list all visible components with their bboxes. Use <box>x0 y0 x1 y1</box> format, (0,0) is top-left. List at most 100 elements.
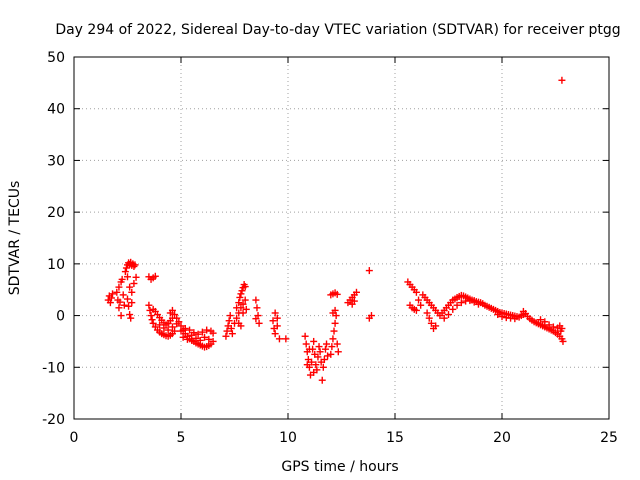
data-point <box>312 361 320 369</box>
data-point <box>222 332 230 340</box>
data-point <box>498 313 506 321</box>
data-point <box>119 291 127 299</box>
y-tick-label: 20 <box>47 205 65 221</box>
data-point <box>128 299 136 307</box>
data-point <box>179 333 187 341</box>
data-point <box>319 363 327 371</box>
data-point <box>457 299 465 307</box>
data-point <box>350 297 358 305</box>
data-point <box>235 299 243 307</box>
x-tick-label: 20 <box>493 430 511 446</box>
data-point <box>236 293 244 301</box>
data-point <box>132 273 140 281</box>
data-point <box>115 304 123 312</box>
data-point <box>271 330 279 338</box>
data-point <box>177 327 185 335</box>
data-point <box>549 323 557 331</box>
data-point <box>226 312 234 320</box>
data-point <box>273 322 281 330</box>
data-point <box>151 272 159 280</box>
data-point <box>303 361 311 369</box>
data-point <box>173 314 181 322</box>
data-point <box>205 335 213 343</box>
data-point <box>301 332 309 340</box>
data-point <box>302 340 310 348</box>
x-tick-label: 0 <box>70 430 79 446</box>
data-point <box>333 340 341 348</box>
data-point <box>171 311 179 319</box>
data-point <box>223 327 231 335</box>
data-point <box>334 348 342 356</box>
data-point <box>466 297 474 305</box>
data-point <box>308 358 316 366</box>
data-point <box>242 305 250 313</box>
data-point <box>417 301 425 309</box>
data-point <box>130 280 138 288</box>
data-point <box>453 301 461 309</box>
plot-border <box>73 56 610 420</box>
data-point <box>321 345 329 353</box>
data-point <box>558 76 566 84</box>
data-point <box>310 337 318 345</box>
data-point <box>275 335 283 343</box>
data-point <box>120 301 128 309</box>
data-point <box>559 337 567 345</box>
y-tick-label: 30 <box>47 153 65 169</box>
data-point <box>238 287 246 295</box>
data-point <box>333 290 341 298</box>
data-point <box>318 376 326 384</box>
data-point <box>252 296 260 304</box>
data-point <box>323 340 331 348</box>
data-point <box>117 312 125 320</box>
data-point <box>241 296 249 304</box>
y-tick-label: 40 <box>47 102 65 118</box>
data-point <box>113 288 121 296</box>
data-point <box>367 312 375 320</box>
data-point <box>233 314 241 322</box>
data-point <box>225 317 233 325</box>
data-point <box>147 312 155 320</box>
data-point <box>273 314 281 322</box>
y-tick-label: -10 <box>42 360 65 376</box>
data-point <box>126 311 134 319</box>
data-point <box>327 350 335 358</box>
data-point <box>160 324 168 332</box>
data-point <box>124 273 131 281</box>
data-point <box>125 302 133 310</box>
data-point <box>330 327 338 335</box>
data-point <box>425 314 433 322</box>
data-point <box>128 288 136 296</box>
data-point <box>171 327 179 335</box>
data-point <box>331 319 339 327</box>
data-point <box>237 290 245 298</box>
y-tick-label: 10 <box>47 257 65 273</box>
data-point <box>320 356 328 364</box>
data-point <box>127 314 135 322</box>
chart-title: Day 294 of 2022, Sidereal Day-to-day VTE… <box>55 22 620 38</box>
data-point <box>432 322 440 330</box>
data-point <box>365 267 373 275</box>
x-tick-label: 10 <box>279 430 297 446</box>
data-point <box>130 262 138 270</box>
data-point <box>445 311 452 319</box>
data-point <box>237 322 245 330</box>
data-point <box>440 314 448 322</box>
data-point <box>331 306 339 314</box>
data-point <box>237 304 245 312</box>
data-point <box>183 335 191 343</box>
data-point <box>470 298 478 306</box>
data-point <box>194 330 202 338</box>
data-point <box>168 323 176 331</box>
x-tick-label: 25 <box>600 430 618 446</box>
data-point <box>201 333 209 341</box>
data-point <box>109 290 117 298</box>
data-point <box>537 316 545 324</box>
data-point <box>164 326 172 334</box>
data-point <box>239 300 247 308</box>
data-point <box>196 336 204 344</box>
data-point <box>423 309 431 317</box>
data-point <box>118 275 126 283</box>
data-point <box>314 353 322 361</box>
y-tick-label: -20 <box>42 412 65 428</box>
data-point <box>124 295 131 303</box>
